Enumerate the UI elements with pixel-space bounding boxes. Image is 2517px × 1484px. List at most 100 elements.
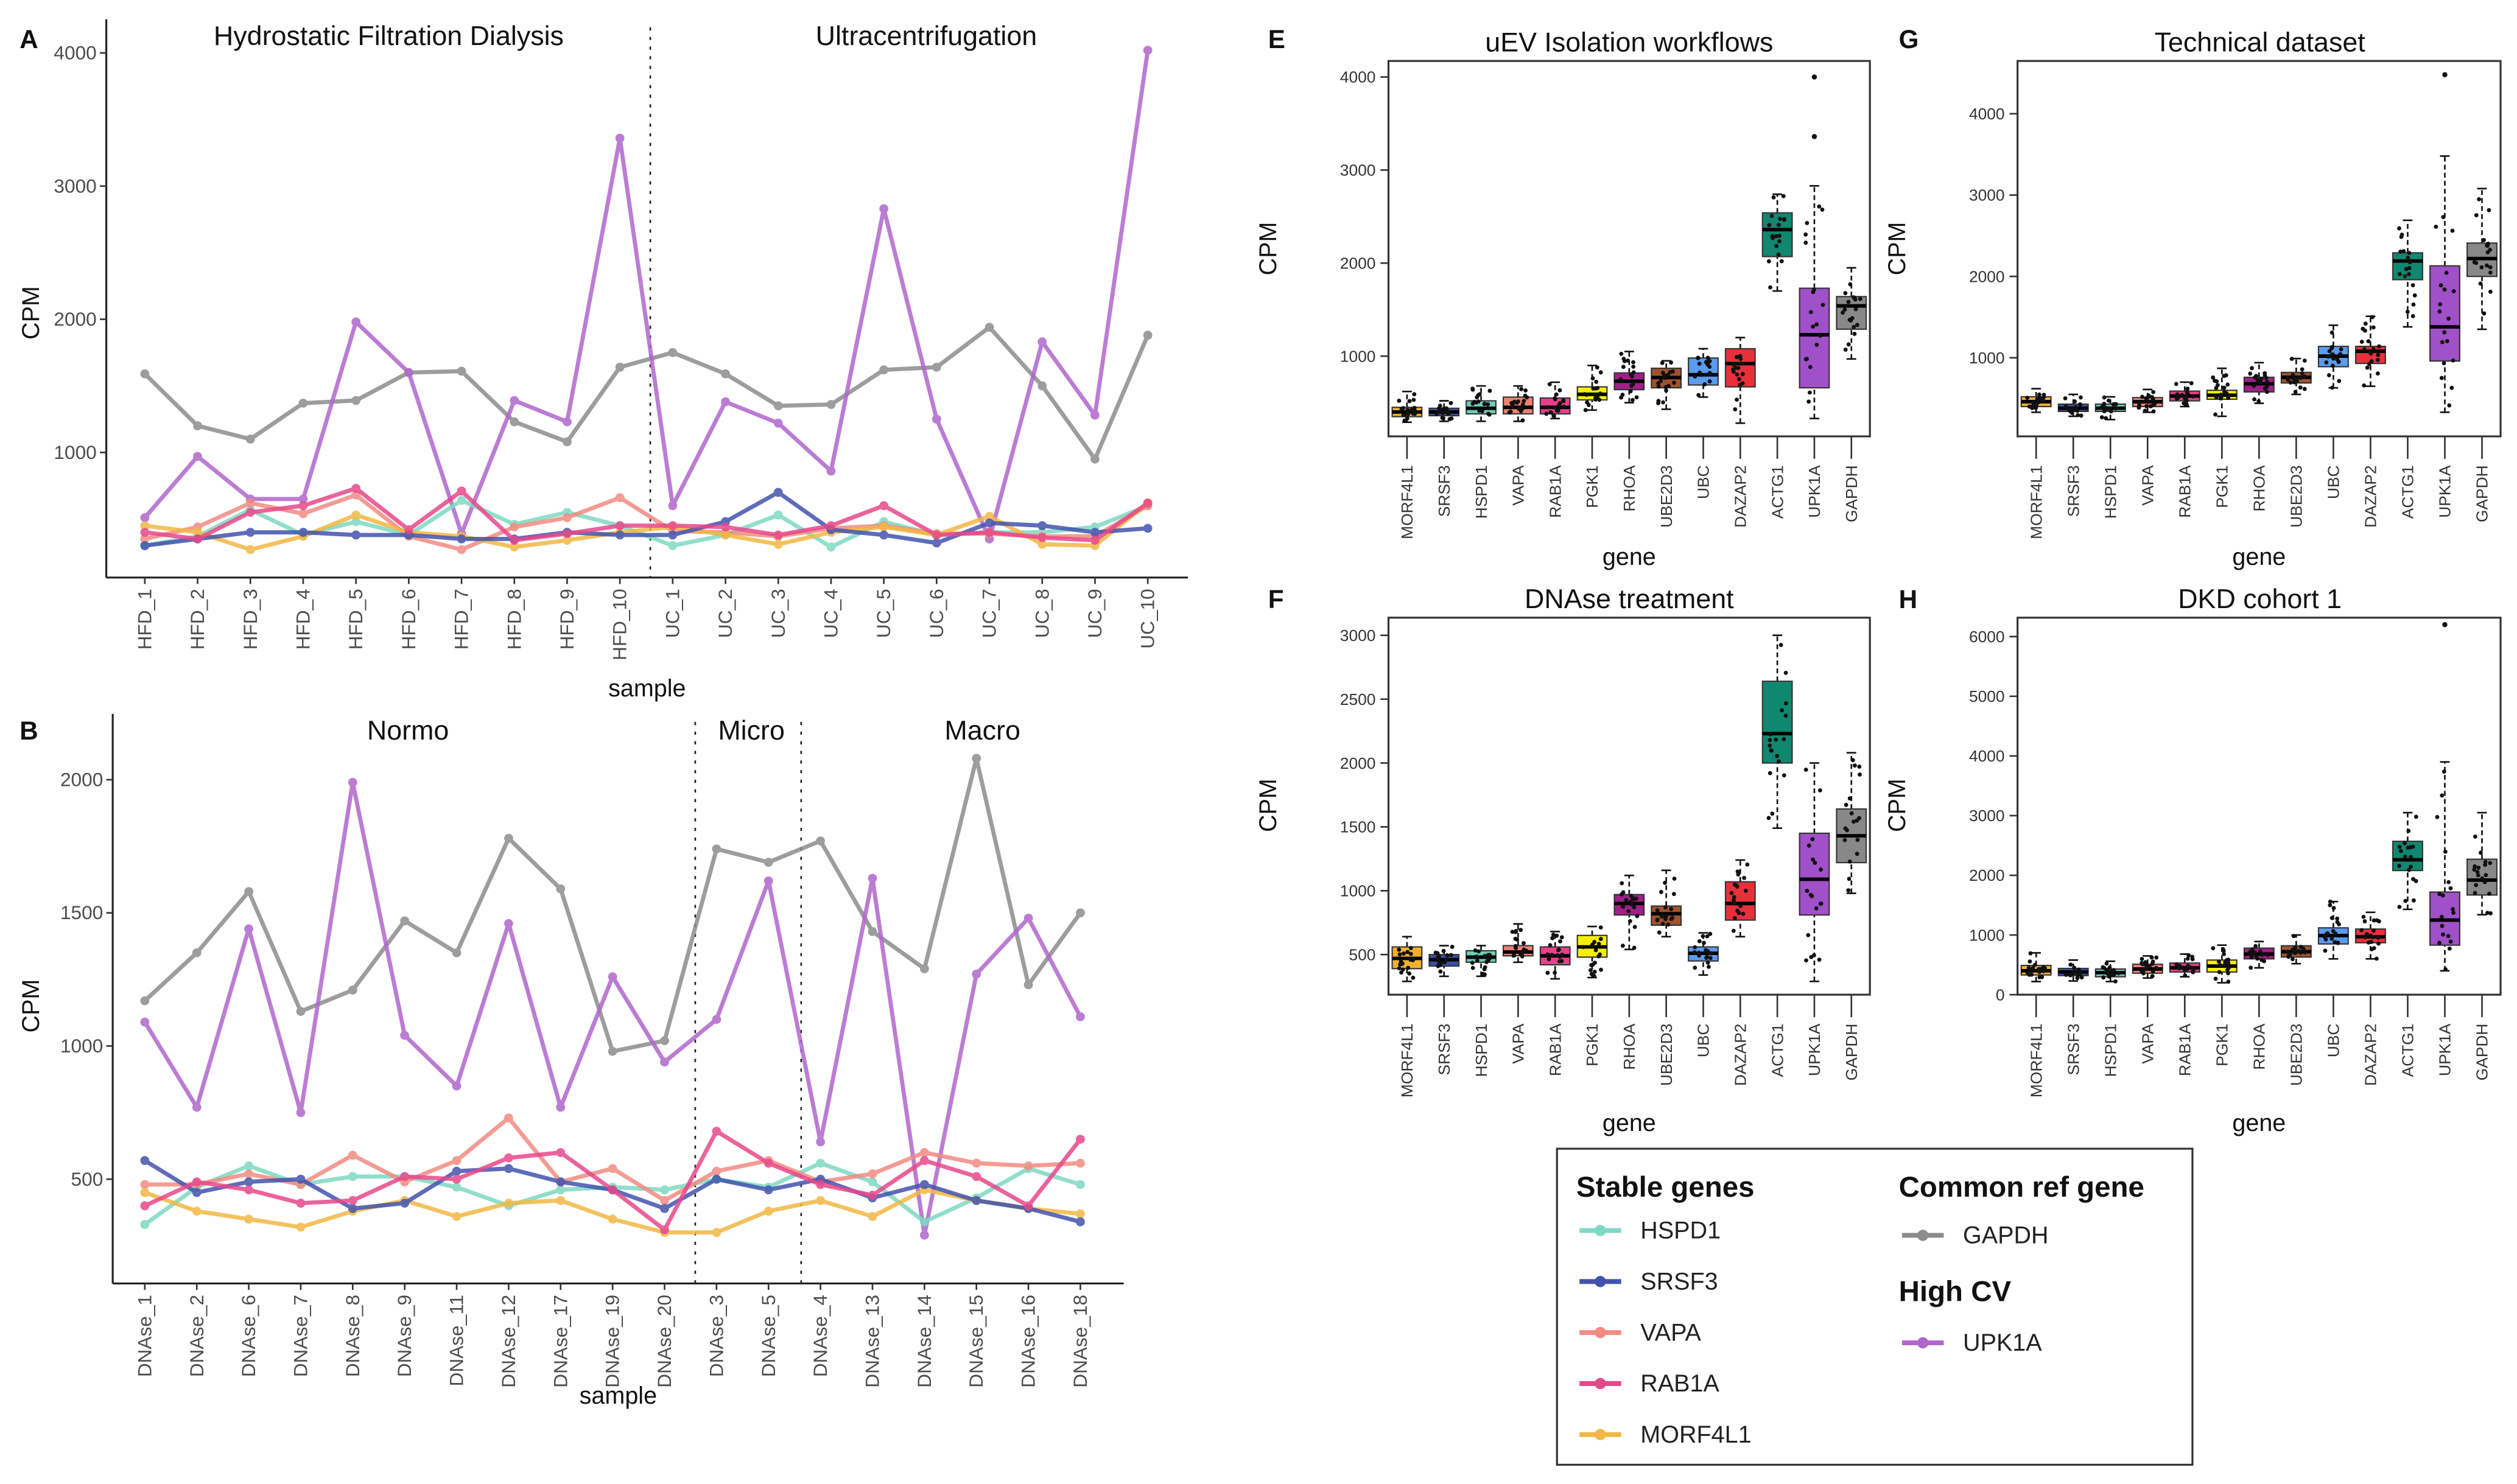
jitter-point [1594,379,1599,384]
jitter-point [1408,957,1413,962]
data-point [510,417,519,427]
jitter-point [2099,405,2104,410]
jitter-point [2444,270,2449,275]
data-point [764,858,773,867]
data-point [868,1191,877,1200]
jitter-point [1556,948,1560,953]
x-tick-label: DNAse_12 [497,1295,519,1388]
jitter-point [1777,223,1781,227]
y-tick-label: 4000 [1340,68,1376,86]
jitter-point [1659,379,1663,383]
data-point [972,969,981,979]
data-point [919,1230,929,1240]
jitter-point [2371,946,2376,951]
legend-item-hspd1 [1579,1225,1621,1236]
data-point [1143,331,1153,340]
data-point [919,1217,929,1227]
jitter-point [1666,383,1671,388]
x-tick-label: DNAse_18 [1069,1295,1091,1388]
data-point [826,466,836,476]
jitter-point [1621,905,1625,909]
jitter-point [2302,358,2307,363]
jitter-point [1696,393,1701,397]
box-dazap2 [1724,859,1756,938]
x-tick-label: DNAse_5 [757,1295,779,1377]
jitter-point [2446,880,2451,884]
data-point [764,1185,773,1195]
jitter-point [1842,307,1847,312]
jitter-point [1783,701,1788,705]
jitter-point [2407,251,2412,256]
box-hspd1 [2094,395,2126,421]
jitter-point [2222,385,2227,390]
jitter-point [1702,940,1706,945]
jitter-point [2407,271,2411,276]
jitter-point [2448,939,2453,944]
jitter-point [1559,935,1564,940]
jitter-point [2182,401,2186,406]
data-point [868,1169,877,1178]
y-tick-label: 500 [1349,945,1375,964]
box-hspd1 [2094,960,2126,984]
jitter-point [2295,949,2300,954]
jitter-point [2031,401,2036,405]
data-point [457,366,466,376]
jitter-point [1848,282,1853,287]
jitter-point [1476,949,1481,954]
jitter-point [1769,214,1774,219]
data-point [972,754,981,763]
x-tick-label: DNAse_3 [705,1295,727,1377]
data-point [1037,521,1047,530]
data-point [192,1102,202,1112]
jitter-point [2330,345,2334,349]
jitter-point [2371,928,2376,933]
data-point [1023,1161,1033,1171]
x-tick-label: DNAse_7 [289,1295,311,1377]
jitter-point [2248,371,2253,376]
x-tick-label: HFD_8 [503,589,525,649]
data-point [140,521,150,530]
data-point [351,490,361,500]
jitter-point [1782,217,1787,222]
box-ube2d3 [1651,360,1682,410]
data-point [773,510,783,520]
box-iqr [1688,357,1719,386]
data-point [879,204,889,214]
jitter-point [2410,283,2415,287]
jitter-point [1619,351,1624,356]
box-rhoa [1613,351,1645,404]
jitter-point [2339,347,2343,352]
jitter-point [1669,907,1674,911]
jitter-point [2140,394,2144,399]
y-tick-label: 3000 [1969,807,2005,825]
jitter-point [1820,303,1825,307]
jitter-point [1447,410,1452,415]
box-rhoa [1613,874,1645,951]
jitter-point [2329,936,2334,941]
jitter-point [1771,195,1776,200]
group-label: Normo [367,715,449,746]
jitter-point [1557,959,1562,964]
jitter-point [1592,973,1596,978]
jitter-point [1766,816,1771,821]
jitter-point [1806,399,1811,404]
data-point [868,1177,877,1186]
jitter-point [1551,933,1556,937]
data-point [193,528,202,537]
data-point [192,948,202,957]
jitter-point [1732,895,1736,900]
box-ube2d3 [1651,869,1682,938]
jitter-point [1487,412,1492,417]
jitter-point [2442,769,2446,774]
data-point [816,836,825,845]
box-srsf3 [2057,959,2089,982]
jitter-point [1768,732,1773,737]
jitter-point [1595,365,1599,370]
jitter-point [2362,347,2367,351]
jitter-point [2189,381,2194,385]
jitter-point [1768,738,1772,743]
jitter-point [1482,972,1487,977]
x-tick-label: DNAse_16 [1017,1295,1039,1388]
jitter-point [2211,375,2216,380]
jitter-point [2303,950,2308,955]
